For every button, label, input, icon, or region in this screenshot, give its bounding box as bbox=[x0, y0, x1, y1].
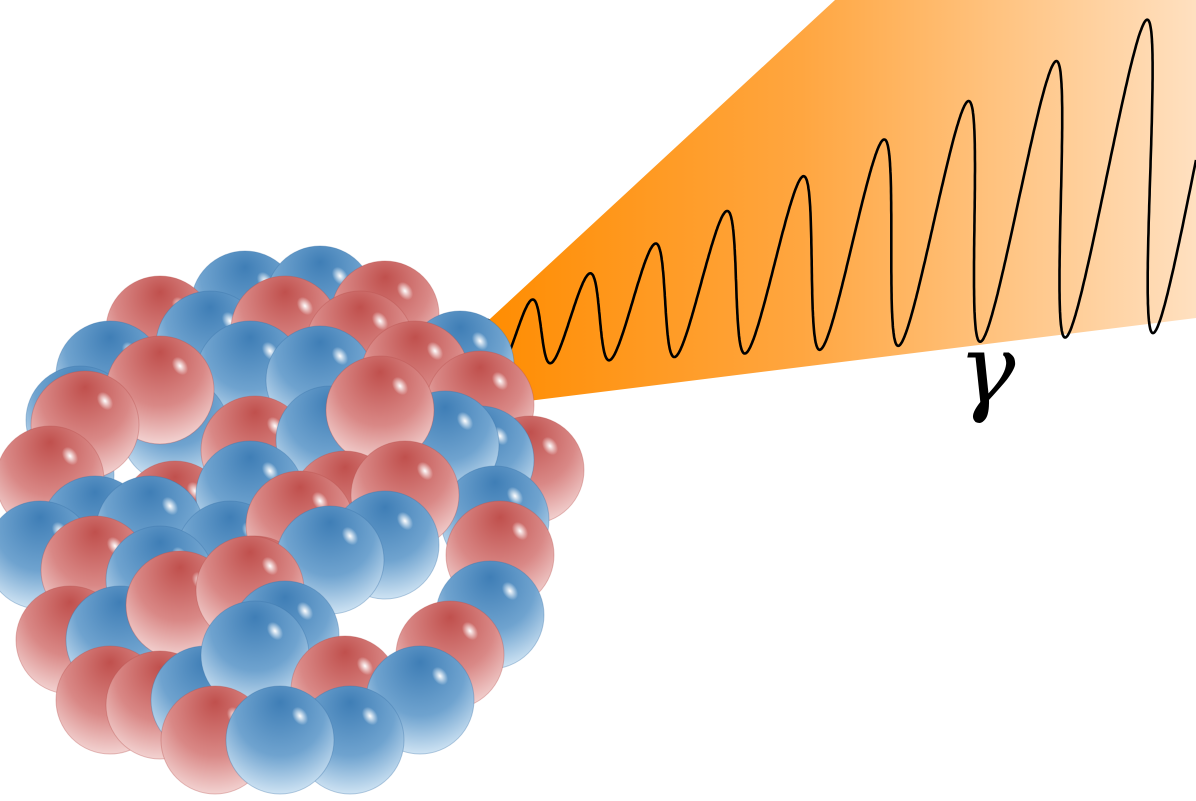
sphere-highlight bbox=[396, 281, 414, 301]
sphere-highlight bbox=[161, 496, 179, 516]
sphere-highlight bbox=[296, 296, 314, 316]
sphere-highlight bbox=[261, 556, 279, 576]
nucleus bbox=[0, 245, 585, 795]
sphere-highlight bbox=[456, 411, 474, 431]
sphere-highlight bbox=[311, 491, 329, 511]
sphere-highlight bbox=[356, 656, 374, 676]
sphere-highlight bbox=[461, 621, 479, 641]
sphere-highlight bbox=[471, 331, 489, 351]
sphere-highlight bbox=[541, 436, 559, 456]
sphere-highlight bbox=[506, 486, 524, 506]
gamma-wave-line bbox=[476, 18, 1196, 367]
sphere-highlight bbox=[391, 376, 409, 396]
sphere-highlight bbox=[296, 601, 314, 621]
sphere-highlight bbox=[61, 446, 79, 466]
gamma-symbol: γ bbox=[958, 314, 1016, 426]
sphere-highlight bbox=[361, 706, 379, 726]
neutron-sphere bbox=[225, 685, 335, 795]
sphere-highlight bbox=[371, 311, 389, 331]
sphere-highlight bbox=[261, 461, 279, 481]
sphere-highlight bbox=[96, 391, 114, 411]
sphere-highlight bbox=[501, 581, 519, 601]
sphere-highlight bbox=[331, 346, 349, 366]
sphere-highlight bbox=[291, 706, 309, 726]
sphere-highlight bbox=[341, 526, 359, 546]
sphere-highlight bbox=[416, 461, 434, 481]
sphere-highlight bbox=[491, 371, 509, 391]
sphere-highlight bbox=[396, 511, 414, 531]
gamma-beam-cone bbox=[478, 0, 1196, 402]
sphere-highlight bbox=[171, 356, 189, 376]
sphere-highlight bbox=[426, 341, 444, 361]
sphere-highlight bbox=[266, 621, 284, 641]
sphere-highlight bbox=[511, 521, 529, 541]
sphere-highlight bbox=[431, 666, 449, 686]
